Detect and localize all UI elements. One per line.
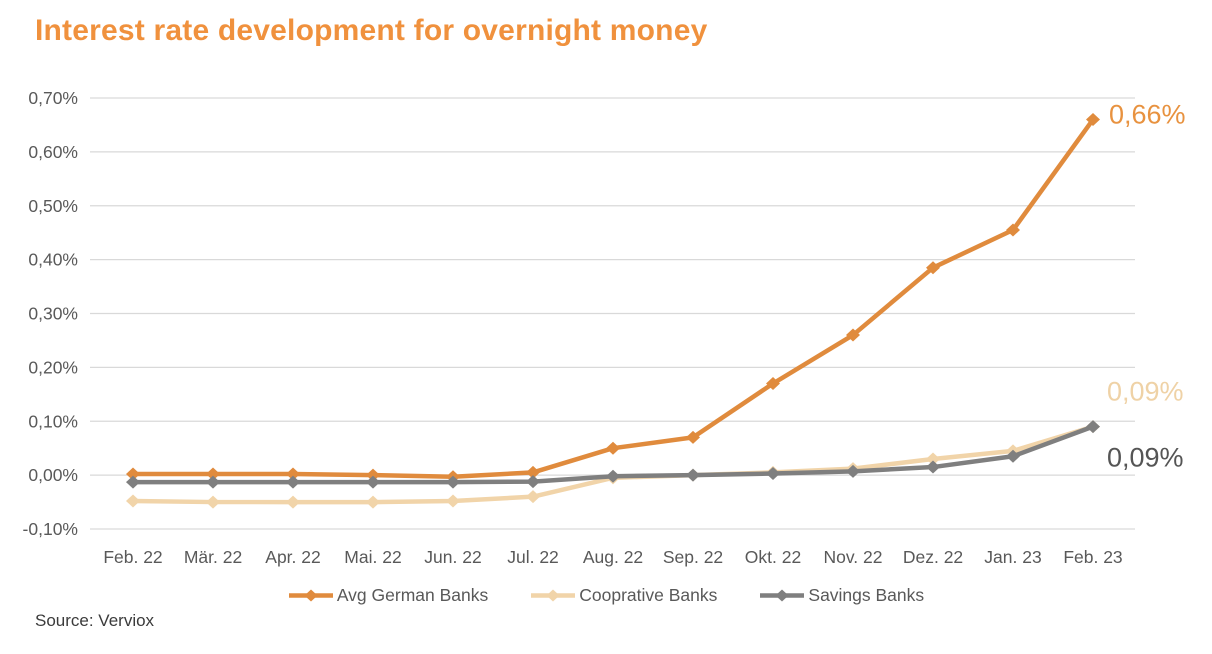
series-marker-avg-german-banks	[926, 261, 940, 275]
series-marker-savings-banks	[606, 469, 620, 483]
series-marker-cooprative-banks	[286, 495, 300, 509]
y-tick-label: -0,10%	[23, 519, 78, 539]
series-marker-avg-german-banks	[846, 328, 860, 342]
series-marker-cooprative-banks	[526, 490, 540, 504]
y-tick-label: 0,70%	[28, 88, 78, 108]
legend-marker-icon	[288, 589, 333, 602]
x-tick-label: Apr. 22	[265, 547, 320, 567]
legend-label: Cooprative Banks	[579, 585, 718, 605]
y-tick-label: 0,10%	[28, 411, 78, 431]
x-tick-label: Okt. 22	[745, 547, 801, 567]
end-label-cooprative-banks: 0,09%	[1107, 377, 1184, 407]
x-tick-label: Aug. 22	[583, 547, 643, 567]
series-marker-savings-banks	[526, 475, 540, 489]
source-note: Source: Verviox	[35, 611, 155, 630]
y-tick-label: 0,00%	[28, 465, 78, 485]
y-tick-label: 0,40%	[28, 250, 78, 270]
chart-title: Interest rate development for overnight …	[35, 14, 708, 47]
series-marker-avg-german-banks	[686, 430, 700, 444]
legend-label: Savings Banks	[808, 585, 925, 605]
x-tick-label: Nov. 22	[823, 547, 882, 567]
x-tick-label: Jan. 23	[984, 547, 1041, 567]
legend-marker-icon	[531, 589, 576, 602]
series-marker-savings-banks	[126, 475, 140, 489]
y-tick-label: 0,20%	[28, 357, 78, 377]
x-tick-label: Dez. 22	[903, 547, 963, 567]
series-marker-avg-german-banks	[526, 465, 540, 479]
series-marker-savings-banks	[1006, 449, 1020, 463]
series-marker-avg-german-banks	[766, 377, 780, 391]
x-tick-label: Jun. 22	[424, 547, 481, 567]
series-marker-savings-banks	[1086, 420, 1100, 434]
series-marker-cooprative-banks	[206, 495, 220, 509]
x-tick-label: Mär. 22	[184, 547, 242, 567]
legend-item-savings-banks: Savings Banks	[759, 585, 924, 606]
x-tick-label: Jul. 22	[507, 547, 559, 567]
series-marker-savings-banks	[926, 460, 940, 474]
series-marker-avg-german-banks	[206, 467, 220, 481]
series-marker-cooprative-banks	[926, 452, 940, 466]
end-label-avg-german-banks: 0,66%	[1109, 100, 1186, 130]
series-marker-avg-german-banks	[1006, 223, 1020, 237]
series-marker-savings-banks	[366, 475, 380, 489]
series-marker-savings-banks	[286, 475, 300, 489]
series-marker-savings-banks	[206, 475, 220, 489]
x-tick-label: Feb. 22	[103, 547, 162, 567]
series-marker-cooprative-banks	[446, 494, 460, 508]
series-marker-avg-german-banks	[606, 441, 620, 455]
chart-legend: Avg German Banks Cooprative Banks Savings …	[0, 585, 1212, 606]
series-marker-avg-german-banks	[126, 467, 140, 481]
series-marker-avg-german-banks	[286, 467, 300, 481]
y-tick-label: 0,60%	[28, 142, 78, 162]
y-tick-label: 0,50%	[28, 196, 78, 216]
x-tick-label: Sep. 22	[663, 547, 723, 567]
x-tick-label: Feb. 23	[1063, 547, 1122, 567]
y-tick-label: 0,30%	[28, 304, 78, 324]
legend-item-avg-german-banks: Avg German Banks	[288, 585, 488, 606]
legend-item-cooprative-banks: Cooprative Banks	[530, 585, 717, 606]
series-marker-savings-banks	[846, 464, 860, 478]
legend-marker-icon	[760, 589, 805, 602]
series-marker-cooprative-banks	[126, 494, 140, 508]
series-line-avg-german-banks	[130, 117, 1096, 479]
series-marker-avg-german-banks	[1086, 113, 1100, 127]
series-marker-avg-german-banks	[366, 468, 380, 482]
series-marker-savings-banks	[686, 468, 700, 482]
series-marker-savings-banks	[766, 467, 780, 481]
series-marker-savings-banks	[446, 475, 460, 489]
end-label-savings-banks: 0,09%	[1107, 443, 1184, 473]
series-marker-cooprative-banks	[366, 495, 380, 509]
legend-label: Avg German Banks	[336, 585, 489, 605]
x-tick-label: Mai. 22	[344, 547, 401, 567]
